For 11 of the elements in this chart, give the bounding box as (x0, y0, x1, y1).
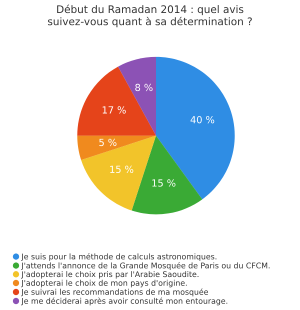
pie-slice (77, 66, 156, 136)
data-label: 15 % (110, 166, 134, 173)
data-label: 40 % (190, 116, 214, 124)
pie-slice (77, 136, 156, 160)
data-label: 17 % (102, 106, 126, 114)
chart-title: Début du Ramadan 2014 : quel avis suivez-vous quant à sa détermination ? (48, 4, 252, 28)
pie-slice (118, 56, 156, 136)
pie-slice (132, 136, 202, 214)
data-label: 15 % (152, 179, 176, 187)
data-label: 8 % (135, 84, 153, 92)
data-label: 5 % (99, 138, 117, 146)
